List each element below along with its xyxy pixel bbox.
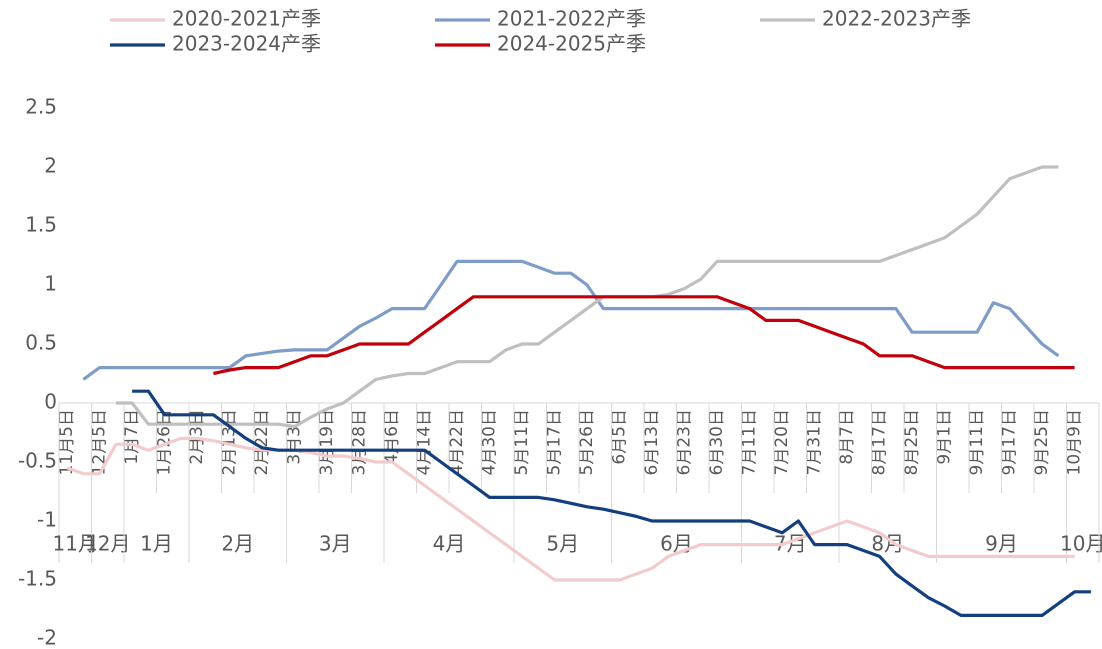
x-tick-label: 9月1日 bbox=[935, 409, 955, 465]
y-tick-label: 2 bbox=[44, 154, 57, 178]
x-tick-label: 3月28日 bbox=[350, 409, 370, 475]
x-tick-label: 5月11日 bbox=[512, 409, 532, 475]
y-tick-label: 1.5 bbox=[25, 213, 57, 237]
series-line bbox=[82, 259, 1060, 381]
x-tick-label: 6月23日 bbox=[675, 409, 695, 475]
group-label: 5月 bbox=[546, 532, 579, 556]
series-line bbox=[213, 295, 1075, 376]
legend-label: 2022-2023产季 bbox=[822, 7, 971, 31]
x-tick-label: 1月7日 bbox=[122, 409, 142, 465]
x-tick-label: 6月30日 bbox=[707, 409, 727, 475]
x-tick-label: 10月9日 bbox=[1065, 409, 1085, 475]
series-line bbox=[132, 389, 1091, 617]
x-tick-label: 6月5日 bbox=[610, 409, 630, 465]
group-label: 2月 bbox=[221, 532, 254, 556]
group-label: 9月 bbox=[985, 532, 1018, 556]
x-tick-label: 5月26日 bbox=[577, 409, 597, 475]
series-line bbox=[66, 436, 1075, 582]
x-tick-label: 11月5日 bbox=[57, 409, 77, 475]
x-tick-label: 9月17日 bbox=[1000, 409, 1020, 475]
x-tick-label: 4月6日 bbox=[382, 409, 402, 465]
group-label: 1月 bbox=[140, 532, 173, 556]
x-tick-label: 8月25日 bbox=[902, 409, 922, 475]
y-tick-label: -2 bbox=[37, 626, 57, 649]
legend-label: 2024-2025产季 bbox=[497, 32, 646, 56]
y-tick-label: 0 bbox=[44, 390, 57, 414]
y-tick-label: 0.5 bbox=[25, 331, 57, 355]
group-label: 6月 bbox=[660, 532, 693, 556]
series-line bbox=[115, 165, 1059, 429]
legend-label: 2021-2022产季 bbox=[497, 7, 646, 31]
group-label: 11月 bbox=[53, 532, 98, 556]
x-tick-label: 4月14日 bbox=[415, 409, 435, 475]
y-tick-label: -0.5 bbox=[18, 449, 57, 473]
group-label: 12月 bbox=[85, 532, 130, 556]
x-tick-label: 8月7日 bbox=[837, 409, 857, 465]
x-tick-label: 7月11日 bbox=[740, 409, 760, 475]
x-tick-label: 9月25日 bbox=[1032, 409, 1052, 475]
y-tick-label: 2.5 bbox=[25, 95, 57, 119]
x-tick-label: 4月22日 bbox=[447, 409, 467, 475]
x-tick-label: 9月11日 bbox=[967, 409, 987, 475]
x-tick-label: 8月17日 bbox=[870, 409, 890, 475]
x-tick-label: 4月30日 bbox=[480, 409, 500, 475]
group-label: 10月 bbox=[1060, 532, 1102, 556]
legend-label: 2020-2021产季 bbox=[172, 7, 321, 31]
group-label: 3月 bbox=[319, 532, 352, 556]
x-tick-label: 7月31日 bbox=[805, 409, 825, 475]
x-tick-label: 3月19日 bbox=[317, 409, 337, 475]
x-tick-label: 7月20日 bbox=[772, 409, 792, 475]
x-tick-label: 6月13日 bbox=[642, 409, 662, 475]
y-tick-label: -1.5 bbox=[18, 567, 57, 591]
y-tick-label: -1 bbox=[37, 508, 57, 532]
group-label: 4月 bbox=[433, 532, 466, 556]
group-label: 8月 bbox=[871, 532, 904, 556]
x-tick-label: 3月3日 bbox=[285, 409, 305, 465]
x-tick-label: 5月17日 bbox=[545, 409, 565, 475]
y-tick-label: 1 bbox=[44, 272, 57, 296]
legend-label: 2023-2024产季 bbox=[172, 32, 321, 56]
x-tick-label: 12月5日 bbox=[90, 409, 110, 475]
